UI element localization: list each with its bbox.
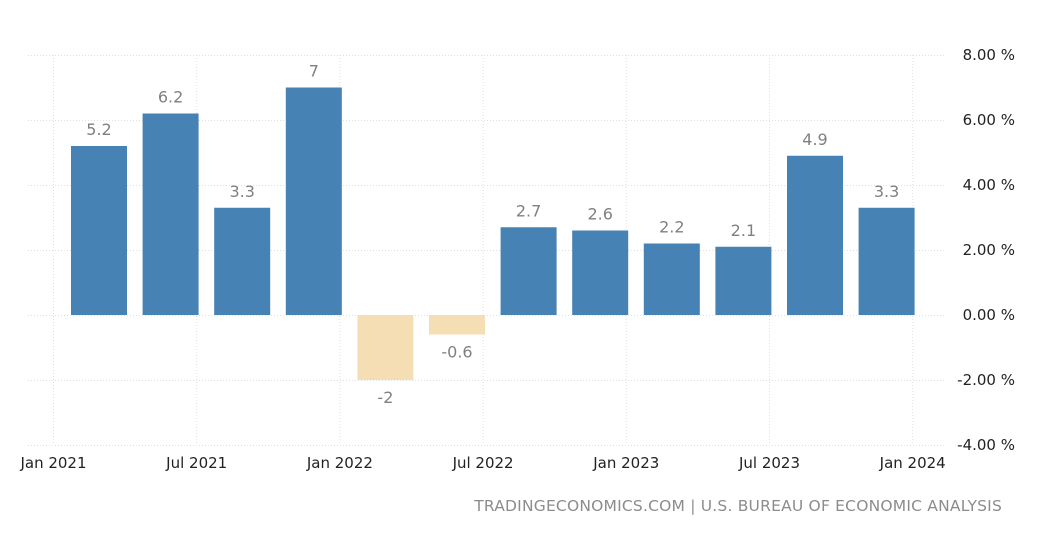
data-labels: 5.2 6.2 3.3 7 -2 -0.6 2.7 2.6 2.2 2.1 4.9 3.3 [86,62,899,408]
data-label: 6.2 [158,88,183,107]
y-axis: 8.00 % 6.00 % 4.00 % 2.00 % 0.00 % -2.00 % -4.… [957,46,1015,454]
x-tick-label: Jan 2023 [592,454,659,472]
bar[interactable] [71,146,127,315]
bar[interactable] [787,155,843,315]
x-axis: Jan 2021 Jul 2021 Jan 2022 Jul 2022 Jan 2023… [19,454,945,472]
x-tick-label: Jan 2022 [306,454,373,472]
data-label: 4.9 [802,130,827,149]
x-tick-label: Jul 2021 [165,454,227,472]
bars [71,87,915,380]
x-tick-label: Jul 2022 [452,454,514,472]
bar[interactable] [429,315,485,335]
y-tick-label: 8.00 % [963,46,1015,64]
data-label: 2.7 [516,201,541,220]
bar[interactable] [500,227,557,315]
x-tick-label: Jan 2024 [879,454,946,472]
bar[interactable] [357,315,414,380]
y-tick-label: -2.00 % [957,371,1015,389]
data-label: 2.2 [659,218,684,237]
data-label: -0.6 [441,343,472,362]
bar[interactable] [142,113,199,316]
data-label: 2.6 [587,205,612,224]
data-label: 3.3 [874,182,899,201]
bar[interactable] [643,243,700,316]
data-label: 3.3 [229,182,254,201]
bar[interactable] [715,246,772,315]
data-label: -2 [377,388,393,407]
x-tick-label: Jul 2023 [738,454,800,472]
y-tick-label: -4.00 % [957,436,1015,454]
source-attribution[interactable]: TRADINGECONOMICS.COM | U.S. BUREAU OF EC… [474,497,1002,515]
bar[interactable] [858,207,915,315]
y-tick-label: 0.00 % [963,306,1015,324]
y-tick-label: 4.00 % [963,176,1015,194]
data-label: 7 [309,62,319,81]
x-tick-label: Jan 2021 [19,454,86,472]
bar[interactable] [285,87,342,316]
y-tick-label: 6.00 % [963,111,1015,129]
bar[interactable] [214,207,271,315]
y-tick-label: 2.00 % [963,241,1015,259]
data-label: 2.1 [731,221,756,240]
bar[interactable] [572,230,629,316]
data-label: 5.2 [86,120,111,139]
